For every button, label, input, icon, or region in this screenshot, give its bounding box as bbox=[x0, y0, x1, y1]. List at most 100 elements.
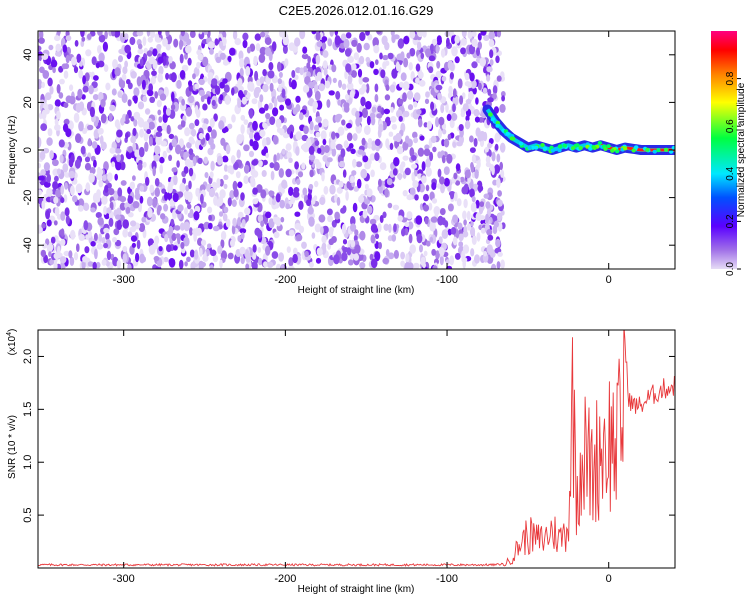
snr-x-axis-label: Height of straight line (km) bbox=[298, 584, 415, 595]
spectrogram-cell bbox=[302, 46, 308, 54]
spectrogram-cell bbox=[479, 201, 485, 208]
spectrogram-cell bbox=[284, 98, 292, 106]
spectrogram-cell bbox=[116, 154, 121, 163]
spectrogram-cell bbox=[262, 159, 268, 166]
spectrogram-cell bbox=[184, 127, 191, 137]
spectrogram-cell bbox=[365, 31, 370, 36]
spectrogram-cell bbox=[397, 173, 403, 180]
spectrogram-cell bbox=[101, 236, 106, 244]
spectrogram-cell bbox=[154, 235, 160, 245]
spectrogram-cell bbox=[341, 252, 348, 262]
spectrogram-cell bbox=[435, 116, 440, 128]
spectrogram-cell bbox=[322, 138, 327, 146]
spectrogram-cell bbox=[94, 248, 98, 260]
spectrogram-cell bbox=[259, 76, 265, 84]
spectrogram-cell bbox=[248, 150, 255, 158]
spectrogram-cell bbox=[369, 218, 377, 225]
colorbar: 0.0 0.2 0.4 0.6 0.8 Normalized spectral ampl… bbox=[711, 31, 747, 276]
spectrogram-cell bbox=[144, 141, 149, 152]
signal-blob bbox=[603, 147, 608, 151]
spectrogram-cell bbox=[471, 196, 476, 203]
spectrogram-cell bbox=[48, 251, 52, 257]
signal-blob bbox=[530, 145, 536, 150]
spectrogram-cell bbox=[377, 223, 382, 233]
spectrogram-cell bbox=[124, 44, 131, 54]
spectrogram-cell bbox=[264, 37, 272, 46]
spectrogram-cell bbox=[425, 167, 432, 177]
spectrogram-cell bbox=[331, 64, 337, 73]
spectrogram-cell bbox=[447, 133, 452, 141]
spectrogram-cell bbox=[320, 130, 327, 141]
spectrogram-cell bbox=[49, 85, 54, 95]
spectrogram-cell bbox=[374, 251, 381, 262]
spectrogram-cell bbox=[151, 70, 157, 76]
spectrogram-cell bbox=[421, 161, 426, 172]
spectrogram-cell bbox=[210, 143, 216, 150]
spectrogram-cell bbox=[224, 126, 229, 133]
spectrogram-cell bbox=[84, 246, 90, 254]
spectrogram-y-tick-label: -40 bbox=[22, 237, 34, 253]
spectrogram-cell bbox=[353, 186, 360, 192]
spectrogram-cell bbox=[477, 33, 482, 41]
spectrogram-cell bbox=[299, 67, 305, 76]
spectrogram-cell bbox=[349, 90, 355, 99]
spectrogram-cell bbox=[439, 176, 445, 185]
spectrogram-cell bbox=[457, 222, 463, 230]
spectrogram-cell bbox=[412, 262, 420, 269]
spectrogram-cell bbox=[445, 103, 449, 113]
spectrogram-cell bbox=[309, 120, 314, 131]
spectrogram-cell bbox=[345, 32, 352, 39]
spectrogram-cell bbox=[271, 199, 276, 206]
spectrogram-cell bbox=[251, 170, 259, 178]
spectrogram-cell bbox=[369, 253, 374, 261]
spectrogram-cell bbox=[458, 124, 464, 131]
spectrogram-cell bbox=[208, 187, 216, 198]
spectrogram-cell bbox=[122, 66, 128, 75]
spectrogram-cell bbox=[220, 137, 226, 146]
spectrogram-cell bbox=[188, 180, 192, 190]
spectrogram-cell bbox=[314, 180, 319, 188]
spectrogram-cell bbox=[350, 175, 355, 183]
spectrogram-cell bbox=[496, 31, 502, 38]
spectrogram-cell bbox=[336, 186, 343, 194]
spectrogram-cell bbox=[161, 188, 167, 194]
spectrogram-cell bbox=[309, 169, 314, 178]
spectrogram-cell bbox=[125, 132, 129, 140]
spectrogram-cell bbox=[407, 104, 414, 111]
spectrogram-cell bbox=[435, 44, 440, 54]
spectrogram-cell bbox=[130, 136, 137, 144]
spectrogram-cell bbox=[40, 249, 47, 258]
spectrogram-cell bbox=[378, 178, 382, 187]
spectrogram-cell bbox=[470, 221, 474, 227]
spectrogram-cell bbox=[203, 31, 209, 35]
spectrogram-cell bbox=[470, 248, 475, 257]
spectrogram-cell bbox=[294, 211, 301, 217]
spectrogram-cell bbox=[241, 96, 247, 105]
spectrogram-cell bbox=[142, 95, 148, 103]
spectrogram-cell bbox=[223, 174, 229, 180]
spectrogram-cell bbox=[435, 84, 443, 91]
spectrogram-cell bbox=[168, 56, 173, 64]
spectrogram-cell bbox=[248, 109, 254, 119]
spectrogram-cell bbox=[222, 31, 227, 39]
spectrogram-cell bbox=[152, 242, 159, 250]
spectrogram-cell bbox=[440, 184, 445, 194]
spectrogram-cell bbox=[196, 227, 202, 236]
spectrogram-cell bbox=[333, 254, 340, 265]
spectrogram-cell bbox=[81, 36, 86, 42]
spectrogram-cell bbox=[232, 217, 237, 227]
signal-blob bbox=[553, 147, 558, 152]
spectrogram-cell bbox=[152, 48, 158, 57]
spectrogram-cell bbox=[329, 31, 334, 37]
spectrogram-cell bbox=[275, 193, 281, 203]
spectrogram-cell bbox=[105, 232, 110, 240]
spectrogram-cell bbox=[231, 199, 237, 207]
spectrogram-cell bbox=[365, 83, 370, 94]
spectrogram-cell bbox=[193, 211, 200, 221]
spectrogram-cell bbox=[467, 223, 472, 231]
spectrogram-cell bbox=[91, 141, 98, 149]
spectrogram-cell bbox=[342, 169, 347, 178]
spectrogram-cell bbox=[234, 38, 242, 46]
spectrogram-cell bbox=[318, 83, 325, 92]
spectrogram-cell bbox=[132, 201, 140, 209]
